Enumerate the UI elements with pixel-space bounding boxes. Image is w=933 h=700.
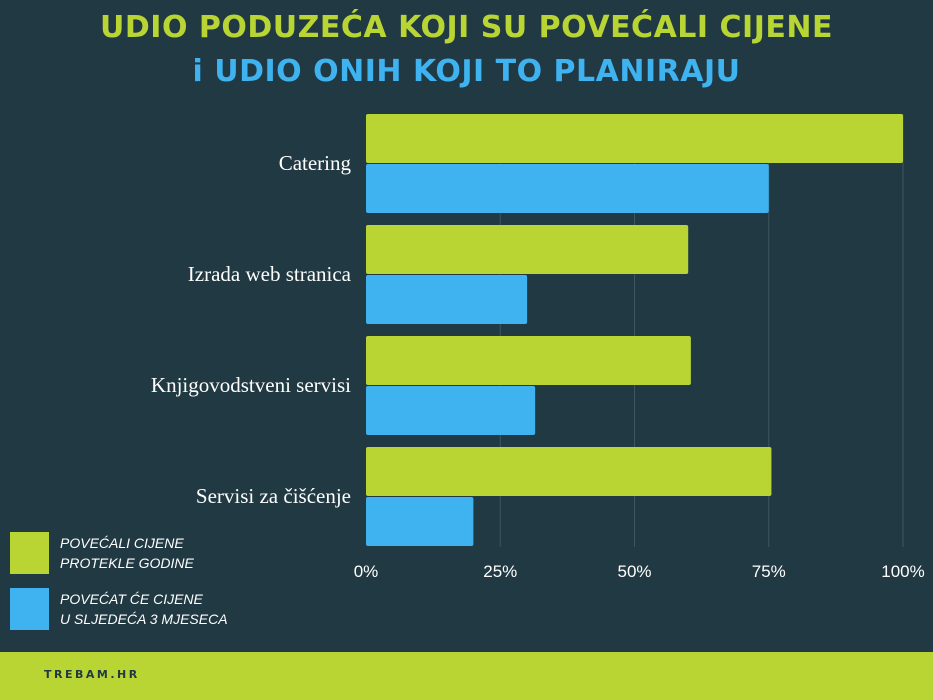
bars (366, 114, 903, 546)
legend-label-line: PROTEKLE GODINE (60, 555, 194, 571)
category-label: Servisi za čišćenje (196, 484, 351, 508)
legend-swatch-series-1 (10, 532, 49, 574)
chart-subtitle: i UDIO ONIH KOJI TO PLANIRAJU (192, 54, 741, 89)
x-tick-label: 25% (483, 562, 517, 581)
x-tick-label: 75% (752, 562, 786, 581)
legend-swatch-series-2 (10, 588, 49, 630)
legend-label-line: POVEĆALI CIJENE (60, 535, 184, 551)
bar-series-1 (366, 114, 903, 163)
bar-series-2 (366, 275, 528, 324)
x-tick-label: 100% (881, 562, 924, 581)
bar-chart: Catering Izrada web stranica Knjigovodstve… (151, 114, 925, 581)
bar-series-2 (366, 497, 474, 546)
category-labels: Catering Izrada web stranica Knjigovodstve… (151, 151, 352, 508)
legend-label-line: U SLJEDEĆA 3 MJESECA (60, 611, 228, 627)
bar-series-1 (366, 225, 689, 274)
category-label: Izrada web stranica (188, 262, 352, 286)
legend-label-series-2: POVEĆAT ĆE CIJENE U SLJEDEĆA 3 MJESECA (60, 589, 280, 629)
footer-bar: TREBAM.HR (0, 652, 933, 700)
category-label: Catering (279, 151, 352, 175)
bar-series-2 (366, 164, 769, 213)
legend-label-line: POVEĆAT ĆE CIJENE (60, 591, 203, 607)
x-axis-ticks: 0% 25% 50% 75% 100% (354, 562, 925, 581)
bar-series-2 (366, 386, 536, 435)
footer-brand: TREBAM.HR (44, 668, 140, 681)
x-tick-label: 0% (354, 562, 379, 581)
x-tick-label: 50% (617, 562, 651, 581)
bar-series-1 (366, 447, 772, 496)
legend-label-series-1: POVEĆALI CIJENE PROTEKLE GODINE (60, 533, 280, 573)
category-label: Knjigovodstveni servisi (151, 373, 351, 397)
bar-series-1 (366, 336, 691, 385)
chart-title: UDIO PODUZEĆA KOJI SU POVEĆALI CIJENE (100, 10, 833, 45)
